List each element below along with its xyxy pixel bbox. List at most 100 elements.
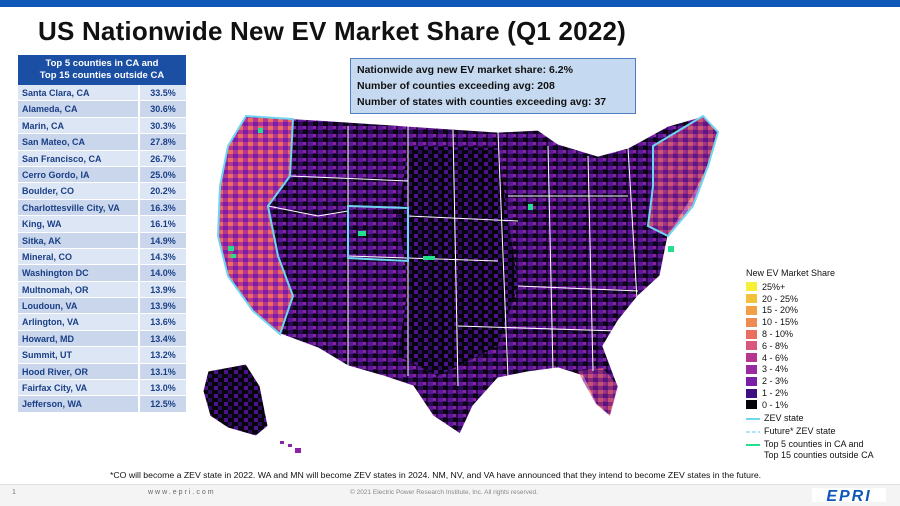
west-coast-region bbox=[218, 116, 293, 334]
legend-item: 3 - 4% bbox=[746, 364, 896, 376]
county-share: 30.3% bbox=[140, 117, 186, 134]
table-row: San Francisco, CA 26.7% bbox=[18, 150, 186, 167]
table-row: Alameda, CA 30.6% bbox=[18, 101, 186, 118]
county-share: 13.4% bbox=[140, 330, 186, 347]
alaska-region bbox=[202, 363, 269, 437]
legend-label: 15 - 20% bbox=[762, 305, 799, 316]
county-share: 25.0% bbox=[140, 166, 186, 183]
top-counties-label-line1: Top 5 counties in CA and bbox=[764, 438, 864, 449]
table-row: Howard, MD 13.4% bbox=[18, 330, 186, 348]
county-share: 30.6% bbox=[140, 101, 186, 117]
table-row: Arlington, VA 13.6% bbox=[18, 314, 186, 331]
county-share: 14.0% bbox=[140, 265, 186, 281]
table-body: Santa Clara, CA 33.5% Alameda, CA 30.6% Mari… bbox=[18, 85, 186, 413]
legend-item: 0 - 1% bbox=[746, 399, 896, 411]
table-row: Multnomah, OR 13.9% bbox=[18, 281, 186, 299]
future-zev-label: Future* ZEV state bbox=[764, 425, 836, 436]
legend-label: 2 - 3% bbox=[762, 376, 789, 387]
county-share: 13.9% bbox=[140, 281, 186, 298]
legend-swatch bbox=[746, 341, 757, 351]
northeast-region bbox=[648, 116, 718, 236]
legend-swatch bbox=[746, 376, 757, 386]
table-header-line1: Top 5 counties in CA and bbox=[45, 58, 159, 69]
stats-avg-share: Nationwide avg new EV market share: 6.2% bbox=[357, 64, 573, 76]
hawaii-region bbox=[280, 441, 301, 453]
legend-bins: 25%+ 20 - 25% 15 - 20% 10 - 15% 8 - 10% 6 - 8… bbox=[746, 281, 896, 411]
county-name: Multnomah, OR bbox=[18, 281, 140, 298]
legend-label: 25%+ bbox=[762, 281, 786, 292]
top-counties-table: Top 5 counties in CA and Top 15 counties… bbox=[18, 55, 186, 413]
zev-state-label: ZEV state bbox=[764, 412, 804, 423]
footer-url-link[interactable]: www.epri.com bbox=[148, 489, 216, 496]
legend-item: 6 - 8% bbox=[746, 340, 896, 352]
table-row: Boulder, CO 20.2% bbox=[18, 183, 186, 200]
table-row: Marin, CA 30.3% bbox=[18, 117, 186, 135]
legend-swatch bbox=[746, 329, 757, 339]
county-name: Sitka, AK bbox=[18, 232, 140, 248]
table-row: Cerro Gordo, IA 25.0% bbox=[18, 166, 186, 184]
county-share: 13.6% bbox=[140, 314, 186, 330]
county-name: Boulder, CO bbox=[18, 183, 140, 199]
legend-label: 20 - 25% bbox=[762, 293, 799, 304]
legend-label: 3 - 4% bbox=[762, 364, 789, 375]
county-name: Washington DC bbox=[18, 265, 140, 281]
county-name: Cerro Gordo, IA bbox=[18, 166, 140, 183]
county-name: San Francisco, CA bbox=[18, 150, 140, 166]
map-legend: New EV Market Share 25%+ 20 - 25% 15 - 20%… bbox=[746, 268, 896, 461]
county-name: Jefferson, WA bbox=[18, 396, 140, 412]
county-name: Mineral, CO bbox=[18, 248, 140, 265]
legend-swatch bbox=[746, 364, 757, 374]
county-name: Alameda, CA bbox=[18, 101, 140, 117]
county-name: Hood River, OR bbox=[18, 363, 140, 380]
legend-item: 25%+ bbox=[746, 281, 896, 293]
stats-box: Nationwide avg new EV market share: 6.2%… bbox=[350, 58, 636, 114]
legend-title: New EV Market Share bbox=[746, 268, 836, 278]
legend-label: 6 - 8% bbox=[762, 340, 789, 351]
table-row: Fairfax City, VA 13.0% bbox=[18, 380, 186, 397]
future-zev-line-swatch bbox=[746, 430, 760, 433]
table-row: Mineral, CO 14.3% bbox=[18, 248, 186, 266]
table-row: King, WA 16.1% bbox=[18, 216, 186, 233]
legend-swatch bbox=[746, 317, 757, 327]
legend-swatch bbox=[746, 388, 757, 398]
county-name: Summit, UT bbox=[18, 347, 140, 363]
legend-item: 8 - 10% bbox=[746, 328, 896, 340]
page-title: US Nationwide New EV Market Share (Q1 20… bbox=[38, 16, 627, 46]
zev-state-outlines bbox=[216, 114, 720, 336]
copyright-text: © 2021 Electric Power Research Institute… bbox=[350, 489, 538, 496]
county-share: 13.2% bbox=[140, 347, 186, 363]
table-row: San Mateo, CA 27.8% bbox=[18, 134, 186, 151]
footnote: *CO will become a ZEV state in 2022. WA … bbox=[110, 470, 762, 480]
legend-item: 1 - 2% bbox=[746, 387, 896, 399]
stats-counties-exceeding: Number of counties exceeding avg: 208 bbox=[357, 80, 555, 92]
logo-text: EPRI bbox=[826, 488, 871, 505]
county-name: King, WA bbox=[18, 216, 140, 232]
county-name: Fairfax City, VA bbox=[18, 380, 140, 396]
legend-label: 8 - 10% bbox=[762, 329, 794, 340]
legend-item: 15 - 20% bbox=[746, 305, 896, 317]
table-header-line2: Top 15 counties outside CA bbox=[39, 70, 165, 81]
legend-swatch bbox=[746, 400, 757, 410]
us-county-map bbox=[202, 114, 720, 453]
county-name: Howard, MD bbox=[18, 330, 140, 347]
legend-item: 20 - 25% bbox=[746, 293, 896, 305]
legend-label: 4 - 6% bbox=[762, 352, 789, 363]
county-share: 16.3% bbox=[140, 199, 186, 216]
county-share: 14.3% bbox=[140, 248, 186, 265]
county-name: San Mateo, CA bbox=[18, 134, 140, 150]
footer-bar bbox=[0, 484, 900, 506]
legend-item: 2 - 3% bbox=[746, 375, 896, 387]
county-name: Arlington, VA bbox=[18, 314, 140, 330]
top-counties-label-line2: Top 15 counties outside CA bbox=[764, 449, 874, 460]
legend-swatch bbox=[746, 294, 757, 304]
top-county-markers bbox=[228, 128, 674, 260]
county-share: 26.7% bbox=[140, 150, 186, 166]
county-share: 20.2% bbox=[140, 183, 186, 199]
legend-label: 0 - 1% bbox=[762, 399, 789, 410]
table-row: Santa Clara, CA 33.5% bbox=[18, 85, 186, 102]
table-row: Summit, UT 13.2% bbox=[18, 347, 186, 364]
table-row: Hood River, OR 13.1% bbox=[18, 363, 186, 381]
county-name: Loudoun, VA bbox=[18, 298, 140, 314]
county-share: 13.1% bbox=[140, 363, 186, 380]
stats-states-exceeding: Number of states with counties exceeding… bbox=[357, 96, 607, 108]
